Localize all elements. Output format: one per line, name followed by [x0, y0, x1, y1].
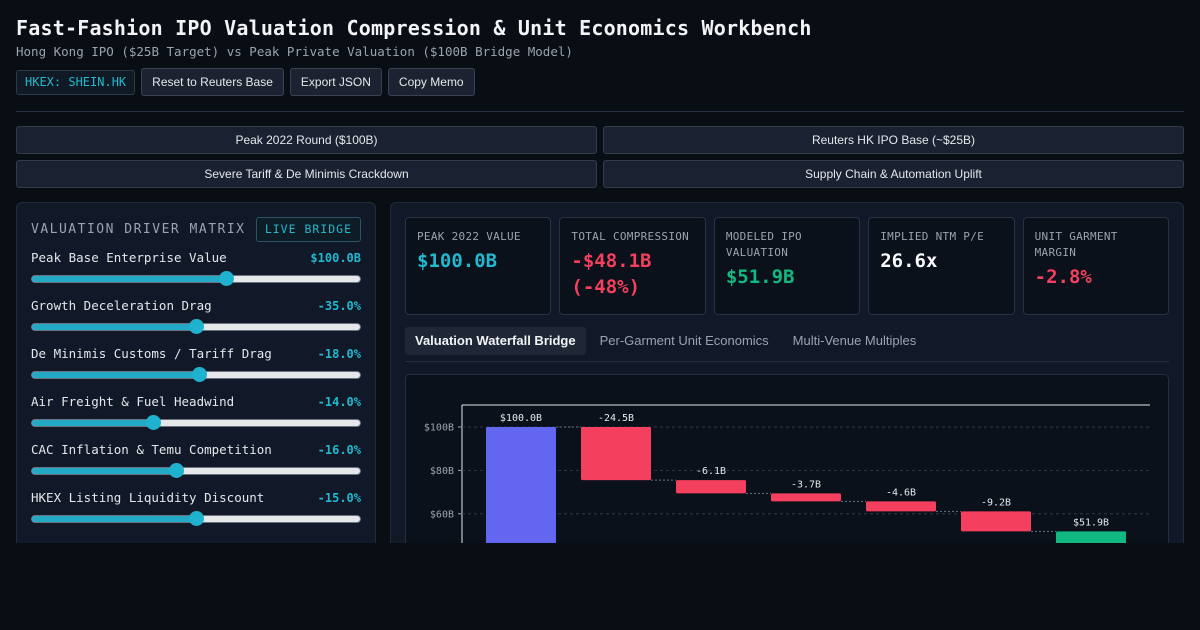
waterfall-bar [866, 501, 936, 512]
page-header: Fast-Fashion IPO Valuation Compression &… [16, 16, 1184, 96]
slider-thumb[interactable] [192, 367, 208, 382]
ticker-badge: HKEX: SHEIN.HK [16, 70, 136, 95]
driver-label: Growth Deceleration Drag [31, 298, 212, 313]
page-title: Fast-Fashion IPO Valuation Compression &… [16, 16, 812, 40]
slider-thumb[interactable] [189, 511, 204, 526]
driver-label: CAC Inflation & Temu Competition [31, 442, 272, 457]
driver-panel-title: VALUATION DRIVER MATRIX [31, 222, 246, 237]
driver-label: HKEX Listing Liquidity Discount [31, 490, 265, 505]
driver-label: Peak Base Enterprise Value [31, 250, 227, 265]
driver-slider[interactable] [31, 271, 361, 286]
scenario-button-reuters-base[interactable]: Reuters HK IPO Base (~$25B) [603, 126, 1184, 154]
reset-button[interactable]: Reset to Reuters Base [141, 68, 284, 96]
bar-value-label: -4.6B [886, 487, 916, 498]
driver-list: Peak Base Enterprise Value $100.0B Growth … [31, 250, 361, 538]
slider-thumb[interactable] [146, 415, 162, 430]
kpi-value: -$48.1B (-48%) [571, 250, 652, 298]
tab-unit-economics[interactable]: Per-Garment Unit Economics [599, 333, 769, 348]
driver-row: Growth Deceleration Drag -35.0% [31, 298, 361, 346]
driver-value: -14.0% [317, 395, 361, 409]
driver-value: $100.0B [310, 251, 361, 265]
bar-value-label: $51.9B [1073, 517, 1109, 528]
scenario-selector: Peak 2022 Round ($100B) Reuters HK IPO B… [16, 126, 1184, 188]
driver-label: Air Freight & Fuel Headwind [31, 394, 235, 409]
kpi-unit-margin: UNIT GARMENT MARGIN -2.8% [1022, 217, 1170, 315]
y-tick-label: $80B [430, 466, 454, 477]
bar-value-label: -24.5B [598, 413, 634, 424]
driver-value: -15.0% [317, 491, 361, 505]
tab-waterfall-bridge[interactable]: Valuation Waterfall Bridge [405, 327, 586, 355]
slider-fill [32, 516, 196, 522]
export-json-button[interactable]: Export JSON [289, 68, 382, 96]
kpi-label: TOTAL COMPRESSION [571, 230, 690, 243]
driver-row: HKEX Listing Liquidity Discount -15.0% [31, 490, 361, 538]
bar-value-label: -3.7B [791, 479, 821, 490]
view-tabs: Valuation Waterfall Bridge Per-Garment U… [405, 327, 1169, 362]
scenario-button-supply-chain[interactable]: Supply Chain & Automation Uplift [603, 160, 1184, 188]
kpi-implied-pe: IMPLIED NTM P/E 26.6x [868, 217, 1015, 315]
bar-value-label: -9.2B [981, 497, 1011, 508]
kpi-total-compression: TOTAL COMPRESSION -$48.1B (-48%) [559, 217, 706, 315]
driver-value: -35.0% [317, 299, 361, 313]
waterfall-bar [581, 427, 651, 481]
copy-memo-button[interactable]: Copy Memo [387, 68, 475, 96]
driver-label: De Minimis Customs / Tariff Drag [31, 346, 272, 361]
kpi-value: $51.9B [725, 266, 795, 288]
bar-value-label: $100.0B [500, 413, 542, 424]
tab-multiples[interactable]: Multi-Venue Multiples [792, 333, 917, 348]
driver-row: Peak Base Enterprise Value $100.0B [31, 250, 361, 298]
driver-slider[interactable] [31, 415, 361, 430]
waterfall-bar [961, 511, 1031, 532]
kpi-value: 26.6x [880, 250, 938, 272]
driver-slider[interactable] [31, 511, 361, 526]
slider-fill [32, 324, 196, 330]
driver-value: -18.0% [317, 347, 361, 361]
driver-row: De Minimis Customs / Tariff Drag -18.0% [31, 346, 361, 394]
waterfall-bar [771, 493, 841, 502]
kpi-label: UNIT GARMENT MARGIN [1034, 230, 1118, 259]
driver-row: CAC Inflation & Temu Competition -16.0% [31, 442, 361, 490]
waterfall-bar [676, 480, 746, 494]
slider-thumb[interactable] [218, 271, 234, 286]
slider-fill [32, 420, 154, 426]
scenario-button-severe-tariff[interactable]: Severe Tariff & De Minimis Crackdown [16, 160, 597, 188]
kpi-value: -2.8% [1034, 266, 1092, 288]
driver-value: -16.0% [317, 443, 361, 457]
y-tick-label: $100B [424, 423, 454, 434]
slider-fill [32, 276, 226, 282]
live-bridge-badge: LIVE BRIDGE [255, 217, 361, 242]
driver-slider[interactable] [31, 463, 361, 478]
slider-fill [32, 372, 200, 378]
kpi-label: IMPLIED NTM P/E [880, 230, 985, 243]
viewport-bottom-mask [0, 543, 1200, 630]
slider-thumb[interactable] [169, 463, 185, 478]
slider-thumb[interactable] [189, 319, 204, 334]
slider-fill [32, 468, 177, 474]
kpi-row: PEAK 2022 VALUE $100.0B TOTAL COMPRESSIO… [405, 217, 1170, 315]
bar-value-label: -6.1B [696, 466, 726, 477]
y-tick-label: $60B [430, 509, 454, 520]
kpi-label: MODELED IPO VALUATION [725, 230, 802, 259]
driver-slider[interactable] [31, 319, 361, 334]
driver-slider[interactable] [31, 367, 361, 382]
page-subtitle: Hong Kong IPO ($25B Target) vs Peak Priv… [16, 44, 573, 59]
scenario-button-peak-2022[interactable]: Peak 2022 Round ($100B) [16, 126, 597, 154]
header-divider [16, 111, 1184, 112]
toolbar: HKEX: SHEIN.HK Reset to Reuters Base Exp… [16, 68, 1184, 96]
driver-row: Air Freight & Fuel Headwind -14.0% [31, 394, 361, 442]
kpi-value: $100.0B [417, 250, 498, 272]
kpi-peak-value: PEAK 2022 VALUE $100.0B [405, 217, 552, 315]
kpi-label: PEAK 2022 VALUE [417, 230, 521, 243]
kpi-modeled-ipo: MODELED IPO VALUATION $51.9B [713, 217, 861, 315]
